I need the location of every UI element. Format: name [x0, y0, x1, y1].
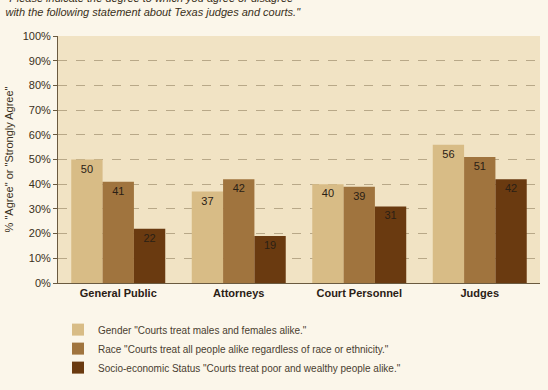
svg-text:50: 50 — [81, 163, 93, 175]
svg-text:39: 39 — [353, 190, 365, 202]
svg-text:General Public: General Public — [80, 287, 157, 299]
svg-text:20%: 20% — [29, 227, 51, 239]
svg-text:80%: 80% — [29, 79, 51, 91]
svg-text:42: 42 — [233, 182, 245, 194]
svg-text:Gender "Courts treat males and: Gender "Courts treat males and females a… — [98, 325, 307, 336]
svg-text:22: 22 — [143, 232, 155, 244]
svg-text:40: 40 — [322, 187, 334, 199]
svg-text:60%: 60% — [29, 129, 51, 141]
svg-text:41: 41 — [112, 185, 124, 197]
svg-text:"Please indicate the degree to: "Please indicate the degree to which you… — [5, 0, 301, 18]
svg-text:50%: 50% — [29, 153, 51, 165]
svg-text:10%: 10% — [29, 252, 51, 264]
svg-text:70%: 70% — [29, 104, 51, 116]
svg-text:Attorneys: Attorneys — [213, 287, 264, 299]
svg-text:31: 31 — [384, 209, 396, 221]
svg-text:90%: 90% — [29, 55, 51, 67]
svg-text:37: 37 — [201, 195, 213, 207]
svg-text:Court Personnel: Court Personnel — [316, 287, 402, 299]
svg-text:Judges: Judges — [460, 287, 499, 299]
svg-text:0%: 0% — [35, 277, 51, 289]
svg-text:% "Agree" or "Strongly Agree": % "Agree" or "Strongly Agree" — [3, 86, 15, 232]
svg-text:19: 19 — [264, 239, 276, 251]
svg-text:Race "Courts treat all people: Race "Courts treat all people alike rega… — [98, 344, 389, 355]
svg-text:Socio-economic Status "Courts: Socio-economic Status "Courts treat poor… — [98, 363, 401, 374]
svg-text:56: 56 — [442, 148, 454, 160]
svg-text:100%: 100% — [23, 30, 51, 42]
svg-text:30%: 30% — [29, 203, 51, 215]
svg-text:40%: 40% — [29, 178, 51, 190]
svg-text:51: 51 — [474, 160, 486, 172]
svg-text:42: 42 — [505, 182, 517, 194]
